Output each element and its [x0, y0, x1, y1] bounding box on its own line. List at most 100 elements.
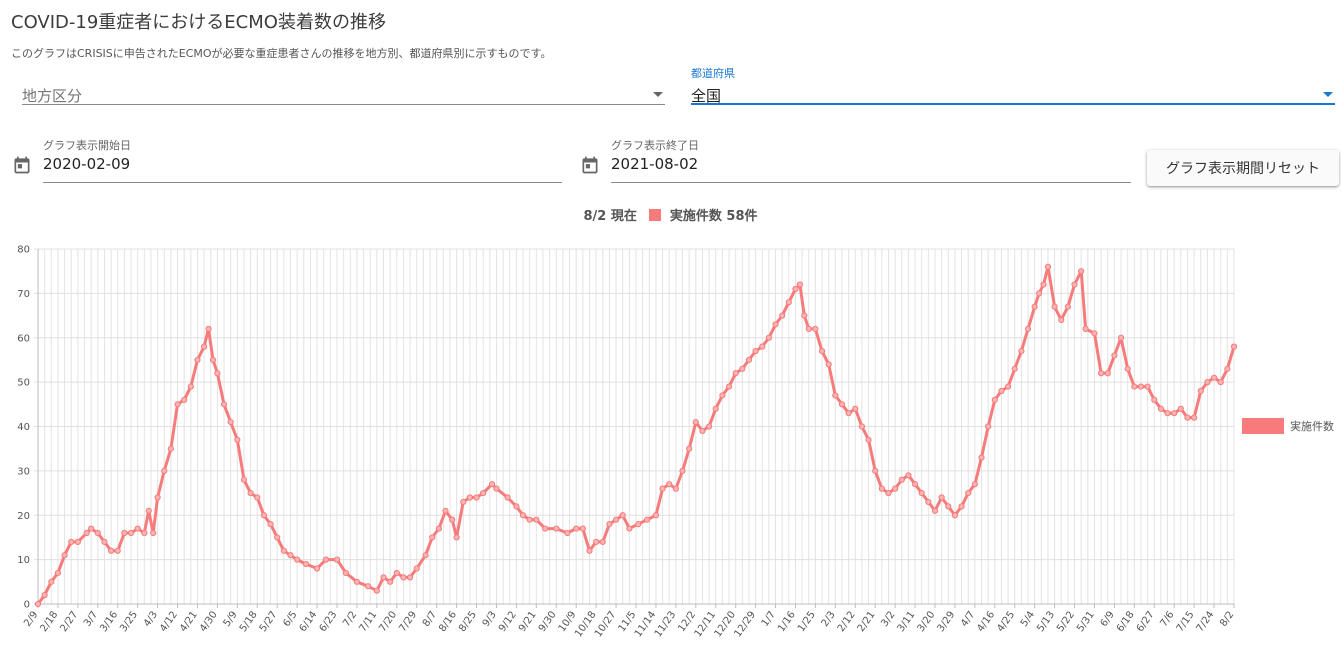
- data-point: [672, 485, 679, 492]
- x-tick-label: 3/7: [82, 609, 100, 628]
- data-point: [564, 529, 571, 537]
- data-point: [991, 396, 998, 403]
- data-point: [54, 569, 62, 577]
- x-tick-label: 7/6: [1158, 609, 1176, 628]
- data-point: [1164, 410, 1171, 417]
- x-tick-label: 1/16: [776, 609, 798, 634]
- data-point: [460, 498, 467, 506]
- data-point: [643, 516, 651, 523]
- x-tick-label: 9/30: [537, 609, 559, 634]
- x-tick-label: 6/14: [298, 609, 320, 634]
- chart-summary: 8/2 現在 実施件数 58件: [0, 205, 1341, 224]
- x-tick-label: 6/5: [281, 609, 299, 628]
- x-tick-label: 10/27: [593, 609, 619, 639]
- data-point: [1082, 325, 1089, 332]
- data-point: [666, 481, 673, 488]
- data-point: [1151, 396, 1158, 403]
- data-point: [181, 396, 188, 403]
- x-tick-label: 1/7: [760, 609, 778, 628]
- data-point: [553, 525, 560, 532]
- data-point: [254, 494, 261, 501]
- data-point: [1230, 343, 1238, 350]
- x-tick-label: 6/27: [1135, 609, 1157, 634]
- x-tick-label: 5/27: [258, 609, 280, 634]
- x-tick-label: 5/9: [222, 609, 240, 628]
- data-point: [267, 521, 274, 528]
- prefecture-select[interactable]: 都道府県 全国: [691, 67, 1335, 105]
- data-point: [951, 512, 959, 519]
- data-point: [1044, 263, 1052, 270]
- data-point: [1071, 281, 1078, 288]
- x-tick-label: 5/31: [1075, 609, 1097, 634]
- data-point: [732, 370, 739, 377]
- region-select[interactable]: 地方区分: [22, 80, 665, 105]
- x-tick-label: 8/25: [457, 609, 479, 634]
- data-point: [686, 445, 693, 452]
- data-point: [74, 538, 81, 545]
- data-point: [1051, 303, 1058, 310]
- x-tick-label: 3/20: [916, 609, 938, 634]
- data-point: [400, 574, 407, 581]
- data-point: [302, 560, 310, 568]
- calendar-icon[interactable]: [12, 155, 32, 175]
- data-point: [68, 538, 75, 545]
- end-date-field[interactable]: グラフ表示終了日 2021-08-02: [611, 137, 1131, 183]
- data-point: [1210, 374, 1218, 381]
- x-tick-label: 2/3: [820, 609, 838, 628]
- x-tick-label: 6/23: [318, 609, 340, 634]
- data-point: [34, 600, 42, 608]
- data-point: [938, 494, 945, 501]
- data-point: [533, 516, 540, 523]
- data-point: [526, 516, 533, 523]
- data-point: [838, 401, 846, 408]
- data-point: [1171, 410, 1178, 417]
- data-point: [998, 387, 1005, 395]
- data-point: [745, 356, 753, 364]
- data-point: [792, 285, 799, 293]
- data-point: [429, 534, 436, 541]
- data-point: [719, 392, 726, 399]
- data-point: [519, 512, 527, 519]
- data-point: [167, 445, 174, 452]
- y-tick-label: 50: [17, 378, 30, 389]
- end-date-label: グラフ表示終了日: [611, 139, 699, 152]
- data-point: [852, 405, 859, 412]
- data-point: [1124, 365, 1131, 372]
- data-point: [127, 529, 135, 537]
- data-point: [801, 312, 808, 319]
- data-point: [227, 418, 234, 426]
- data-point: [606, 521, 613, 528]
- prefecture-select-value: 全国: [691, 87, 722, 105]
- prefecture-select-label: 都道府県: [691, 67, 735, 80]
- data-point: [480, 489, 487, 497]
- x-tick-label: 8/2: [1218, 609, 1236, 628]
- data-point: [832, 392, 839, 399]
- x-tick-label: 6/9: [1099, 609, 1117, 628]
- data-point: [945, 503, 952, 510]
- data-point: [579, 525, 586, 532]
- data-point: [1031, 303, 1038, 310]
- data-point: [194, 356, 201, 364]
- data-point: [220, 401, 228, 408]
- start-date-field[interactable]: グラフ表示開始日 2020-02-09: [43, 137, 562, 183]
- y-tick-label: 0: [24, 600, 30, 611]
- start-date-label: グラフ表示開始日: [43, 139, 131, 152]
- x-tick-label: 12/29: [733, 609, 759, 639]
- data-point: [1098, 370, 1105, 377]
- calendar-icon[interactable]: [580, 155, 600, 175]
- reset-period-button[interactable]: グラフ表示期間リセット: [1147, 150, 1339, 186]
- data-point: [201, 343, 208, 350]
- data-point: [918, 489, 925, 497]
- data-point: [599, 538, 606, 545]
- x-tick-label: 3/16: [98, 609, 120, 634]
- region-select-placeholder: 地方区分: [22, 87, 83, 105]
- data-point: [825, 361, 832, 368]
- x-tick-label: 5/18: [238, 609, 260, 634]
- start-date-input[interactable]: 2020-02-09: [43, 155, 131, 173]
- data-point: [905, 472, 912, 479]
- data-point: [364, 583, 372, 590]
- data-point: [353, 578, 361, 585]
- data-point: [1204, 379, 1211, 386]
- end-date-input[interactable]: 2021-08-02: [611, 155, 699, 173]
- data-point: [1024, 325, 1032, 332]
